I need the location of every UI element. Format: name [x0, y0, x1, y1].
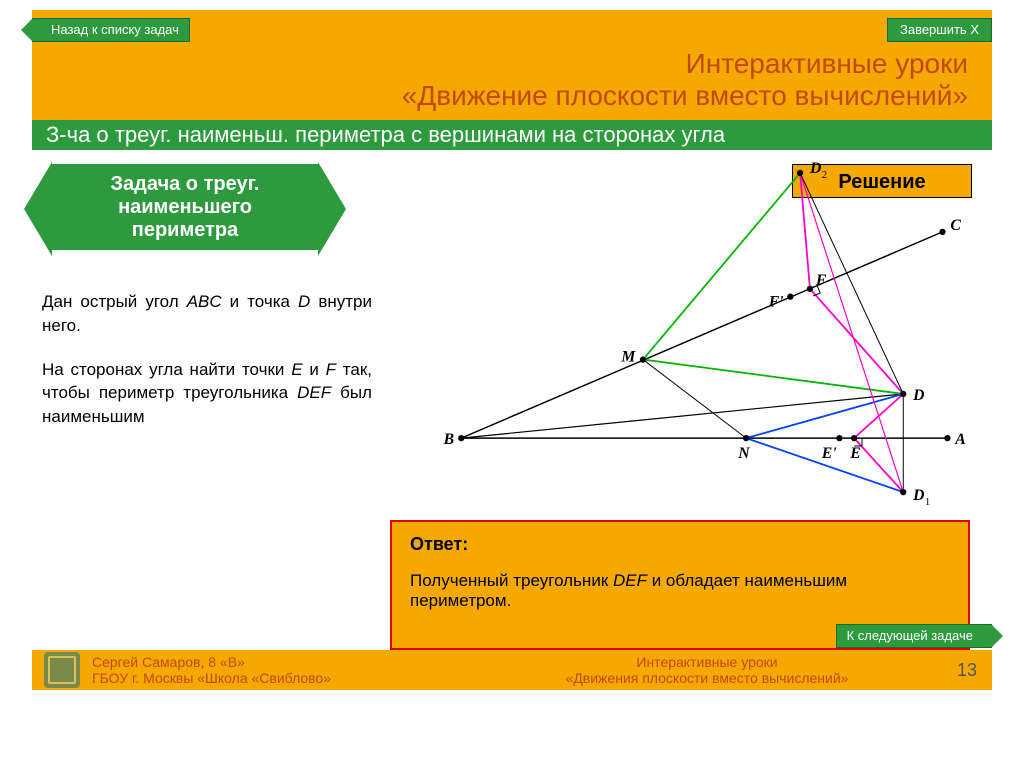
- geometry-diagram: BACMNFF'EE'DD1D2: [422, 155, 972, 515]
- svg-text:2: 2: [822, 169, 827, 181]
- footer-lesson2: «Движения плоскости вместо вычислений»: [472, 670, 942, 686]
- svg-text:F': F': [768, 294, 784, 311]
- answer-title: Ответ:: [410, 534, 950, 555]
- author-line2: ГБОУ г. Москвы «Школа «Свиблово»: [92, 670, 472, 686]
- school-logo: [44, 652, 80, 688]
- svg-text:M: M: [620, 349, 636, 366]
- svg-text:D: D: [912, 487, 924, 504]
- footer: Сергей Самаров, 8 «В» ГБОУ г. Москвы «Шк…: [32, 650, 992, 690]
- nav-next-button[interactable]: К следующей задаче: [836, 624, 992, 648]
- svg-text:E: E: [849, 445, 860, 462]
- answer-body: Полученный треугольник DEF и обладает на…: [410, 571, 950, 611]
- subtitle-bar: З-ча о треуг. наименьш. периметра с верш…: [32, 120, 992, 150]
- svg-text:D: D: [809, 160, 821, 177]
- svg-text:E': E': [821, 445, 837, 462]
- page-number: 13: [942, 660, 992, 681]
- svg-text:F: F: [815, 272, 827, 289]
- badge-l2: наименьшего: [118, 196, 252, 219]
- svg-text:A: A: [954, 431, 965, 448]
- svg-text:B: B: [443, 431, 454, 448]
- footer-lesson1: Интерактивные уроки: [472, 654, 942, 670]
- problem-badge: Задача о треуг. наименьшего периметра: [50, 162, 320, 252]
- svg-text:1: 1: [925, 496, 930, 508]
- nav-finish-button[interactable]: Завершить X: [887, 18, 992, 42]
- badge-l1: Задача о треуг.: [111, 173, 260, 196]
- svg-text:N: N: [737, 445, 750, 462]
- page-title-2: «Движение плоскости вместо вычислений»: [32, 80, 992, 112]
- problem-text: Дан острый угол ABC и точка D внутри нег…: [42, 290, 372, 449]
- svg-text:C: C: [950, 217, 961, 234]
- svg-text:D: D: [912, 387, 924, 404]
- header-banner: Назад к списку задач Завершить X Интерак…: [32, 10, 992, 120]
- badge-l3: периметра: [132, 219, 239, 242]
- author-line1: Сергей Самаров, 8 «В»: [92, 654, 472, 670]
- nav-back-button[interactable]: Назад к списку задач: [32, 18, 190, 42]
